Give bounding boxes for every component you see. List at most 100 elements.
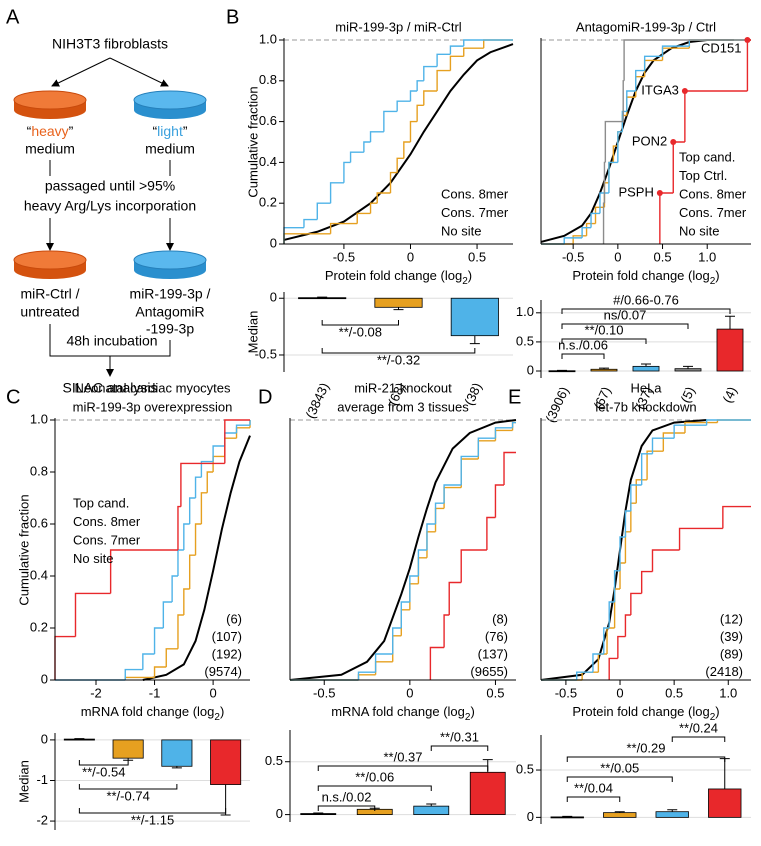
cdf-step	[357, 674, 376, 680]
diagram-text: heavy Arg/Lys incorporation	[24, 198, 196, 214]
workflow-diagram: NIH3T3 fibroblasts “heavy” medium “light…	[13, 36, 211, 396]
error-bar	[683, 365, 693, 369]
cdf-step	[602, 202, 605, 244]
diagram-text: AntagomiR	[135, 304, 204, 320]
cdf-step	[621, 110, 627, 132]
cdf-step	[443, 486, 462, 509]
cdf-step	[608, 657, 618, 680]
significance-bracket	[566, 776, 673, 782]
chart-title: miR-21 knockout	[354, 380, 452, 395]
x-axis-label: Protein fold change (log2)	[572, 268, 719, 286]
diagram-text: “light”	[152, 123, 187, 139]
cdf-step	[416, 80, 424, 91]
dish-light	[133, 250, 207, 279]
error-bar	[393, 307, 404, 311]
cdf-step	[177, 614, 184, 649]
significance-bracket	[317, 785, 432, 791]
cdf-step	[409, 575, 419, 602]
cdf-step	[576, 671, 593, 680]
y-tick-label: -2	[36, 813, 48, 828]
significance-bracket	[566, 796, 621, 802]
x-axis-label: mRNA fold change (log2)	[331, 704, 475, 722]
cdf-step	[613, 588, 621, 628]
chart-title: average from 3 tissues	[337, 399, 469, 414]
cdf-step	[463, 39, 513, 47]
x-tick-label: 0	[614, 249, 621, 264]
cdf-step	[606, 627, 615, 654]
dish-heavy	[13, 250, 87, 279]
cdf-step	[363, 141, 371, 153]
y-tick-label: 1.0	[30, 411, 48, 426]
cdf-step	[608, 601, 615, 628]
cdf-step	[592, 653, 604, 673]
bar	[298, 297, 347, 300]
cdf-step	[316, 202, 331, 220]
cdf-step	[194, 523, 202, 556]
cdf-step	[460, 455, 479, 485]
cdf-step	[460, 458, 479, 488]
panel-label: C	[6, 386, 20, 408]
cdf-step	[409, 583, 419, 610]
category-label: (5)	[678, 384, 698, 405]
bracket-label: **/-0.32	[377, 352, 420, 367]
chart-title: HeLa	[630, 380, 662, 395]
cdf-step	[705, 419, 751, 426]
cdf-step	[443, 614, 450, 648]
diagram-text: SILAC analysis	[63, 380, 158, 396]
cdf-step	[426, 531, 436, 558]
bracket-label: **/0.06	[355, 769, 394, 784]
x-tick-label: -0.5	[562, 249, 584, 264]
cdf-step	[640, 453, 653, 485]
cdf-step	[177, 505, 181, 550]
cdf-step	[460, 549, 487, 583]
legend-label: Cons. 8mer	[73, 514, 141, 529]
legend-label: No site	[73, 551, 113, 566]
y-tick-label: 0	[270, 290, 277, 305]
cdf-step	[188, 497, 196, 524]
y-tick-label: -1	[36, 772, 48, 787]
cdf-line	[283, 43, 514, 241]
cdf-step	[109, 549, 178, 594]
cdf-step	[651, 549, 680, 572]
cdf-step	[74, 592, 111, 637]
cdf-step	[434, 502, 445, 524]
cdf-step	[603, 627, 610, 654]
error-bar	[317, 296, 328, 298]
y-axis-label: Median	[245, 311, 260, 354]
error-bar	[171, 766, 182, 769]
significance-bracket	[78, 760, 129, 766]
legend-label: Cons. 7mer	[679, 205, 747, 220]
significance-bracket	[566, 756, 726, 762]
x-tick-label: 0.5	[653, 249, 671, 264]
category-label: (3843)	[303, 380, 332, 420]
cdf-step	[643, 55, 663, 71]
x-axis-label-part: Protein fold change (log	[325, 268, 462, 283]
y-tick-label: 0.2	[30, 619, 48, 634]
x-tick-label: -2	[90, 685, 102, 700]
x-tick-label: 0	[209, 685, 216, 700]
significance-bracket	[78, 808, 227, 814]
chart-title: miR-199-3p / miR-Ctrl	[335, 19, 462, 34]
cdf-step	[604, 120, 624, 163]
x-tick-label: 0	[407, 249, 414, 264]
x-tick-label: 0	[406, 685, 413, 700]
cdf-step	[585, 222, 596, 236]
panel-label: D	[258, 386, 272, 408]
count-label: (8)	[492, 611, 508, 626]
annotation-point	[681, 88, 688, 94]
cdf-step	[349, 151, 364, 163]
cdf-step	[722, 505, 751, 529]
cdf-step	[635, 479, 648, 504]
cdf-step	[608, 161, 618, 193]
bracket-label: **/-1.15	[131, 812, 174, 827]
y-tick-label: 0	[276, 806, 283, 821]
y-tick-label: 1.0	[516, 304, 534, 319]
y-tick-label: 0	[527, 809, 534, 824]
cdf-step	[235, 424, 250, 433]
y-tick-label: 0.8	[259, 72, 277, 87]
cdf-step	[434, 507, 445, 532]
bar	[716, 328, 744, 372]
y-axis-label: Cumulative fraction	[245, 86, 260, 197]
error-bar	[469, 335, 480, 345]
